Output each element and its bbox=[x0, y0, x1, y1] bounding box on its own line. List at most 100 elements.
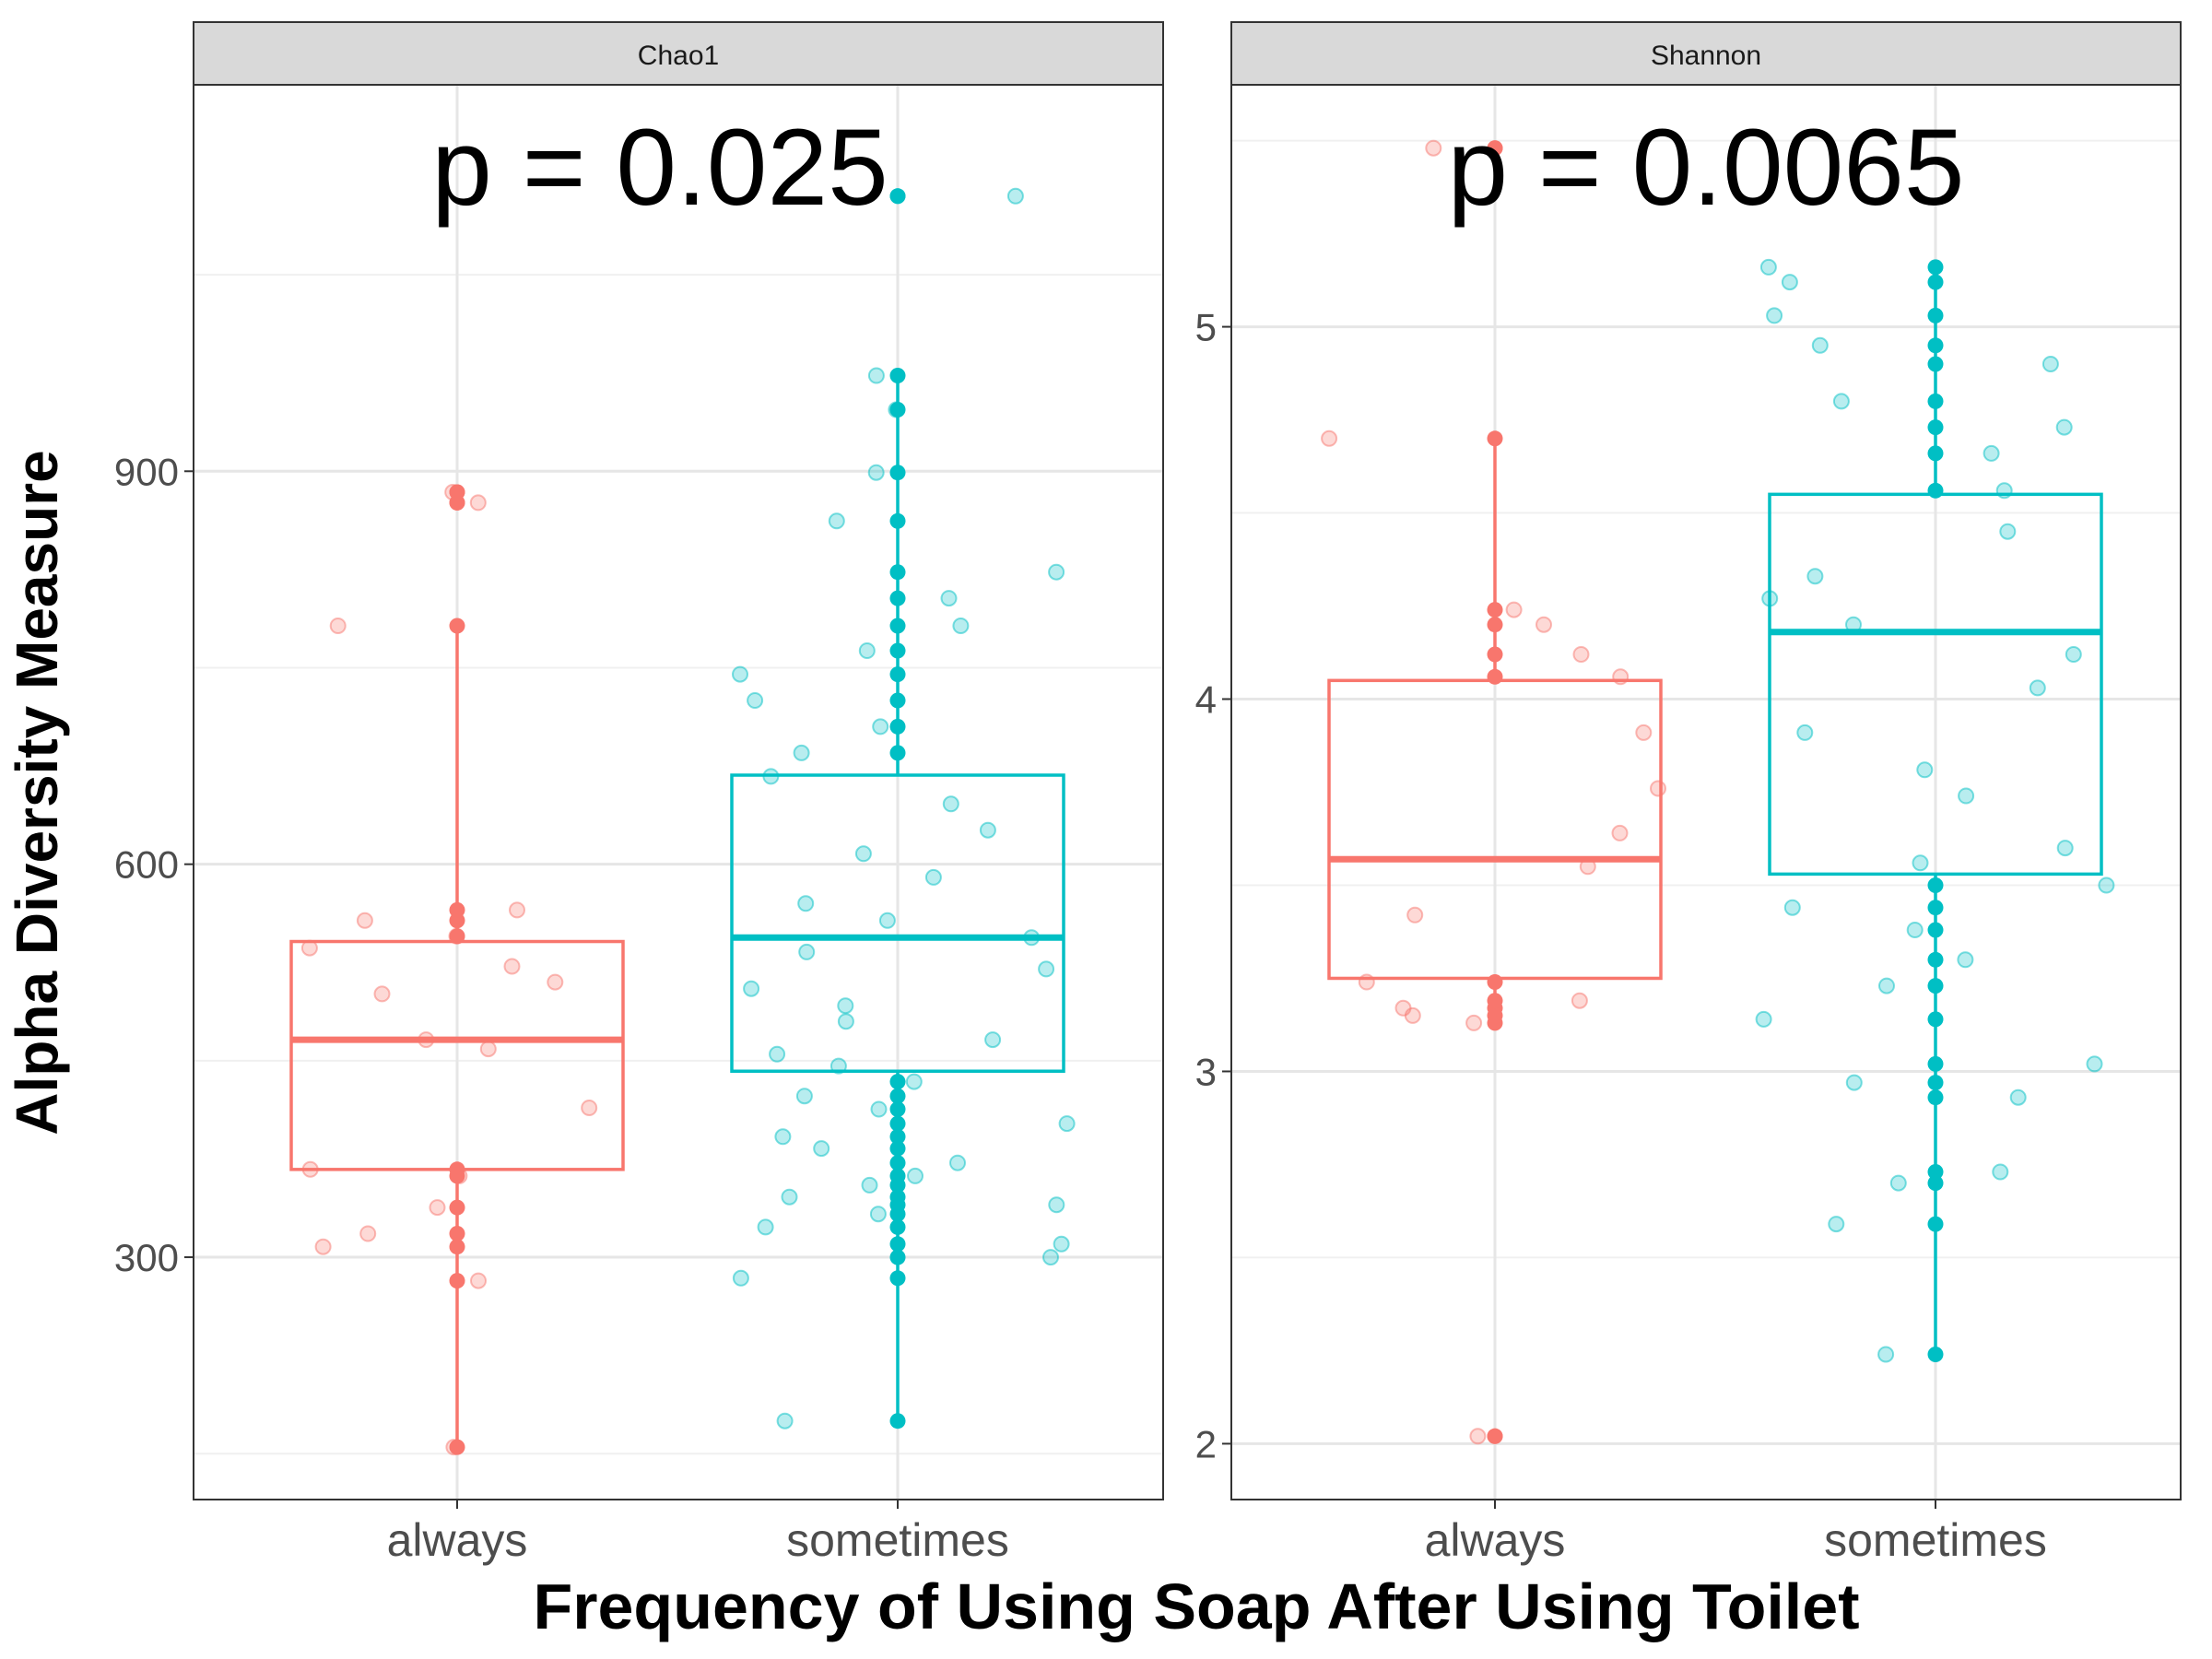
jitter-point bbox=[1406, 906, 1424, 924]
jitter-point bbox=[1425, 139, 1442, 157]
box-point bbox=[1927, 1075, 1944, 1091]
outlier-point bbox=[449, 484, 465, 500]
jitter-point bbox=[503, 958, 521, 975]
jitter-point bbox=[373, 985, 391, 1003]
jitter-point bbox=[798, 943, 816, 960]
jitter-point bbox=[356, 912, 373, 929]
x-tick-label-sometimes: sometimes bbox=[786, 1514, 1009, 1566]
jitter-point bbox=[359, 1225, 377, 1242]
box-point bbox=[889, 590, 906, 606]
box-point bbox=[1927, 1216, 1944, 1232]
facet-strip bbox=[1230, 21, 2182, 86]
jitter-point bbox=[1796, 724, 1814, 741]
jitter-point bbox=[942, 795, 959, 813]
x-tick-label-always: always bbox=[387, 1514, 528, 1566]
y-tick-label: 900 bbox=[114, 450, 179, 493]
box-point bbox=[1927, 900, 1944, 916]
facet-chao1: Chao1 300 600 900 always sometimes p = 0.025 bbox=[114, 21, 1164, 1566]
jitter-point bbox=[878, 912, 896, 929]
jitter-point bbox=[732, 1269, 749, 1287]
box-point bbox=[889, 1128, 906, 1145]
jitter-point bbox=[867, 367, 885, 384]
box-point bbox=[1927, 445, 1944, 462]
jitter-point bbox=[867, 464, 885, 481]
jitter-point bbox=[1572, 646, 1590, 663]
box-point bbox=[1927, 259, 1944, 276]
box-point bbox=[449, 901, 465, 918]
box-sometimes bbox=[730, 773, 1065, 1073]
jitter-point bbox=[469, 494, 487, 512]
outlier-point bbox=[1487, 140, 1503, 157]
box-point bbox=[889, 1115, 906, 1132]
box-point bbox=[889, 1168, 906, 1184]
box-point bbox=[1487, 974, 1503, 990]
jitter-point bbox=[2055, 418, 2073, 436]
box-point bbox=[889, 1189, 906, 1206]
jitter-point bbox=[1832, 393, 1850, 410]
jitter-point bbox=[2041, 356, 2059, 372]
box-point bbox=[889, 1088, 906, 1104]
box-point bbox=[449, 1439, 465, 1455]
jitter-point bbox=[1845, 1074, 1863, 1091]
p-value-annotation: p = 0.0065 bbox=[1447, 107, 1964, 229]
jitter-point bbox=[924, 868, 942, 886]
jitter-point bbox=[1878, 977, 1895, 994]
jitter-point bbox=[1611, 824, 1629, 841]
jitter-point bbox=[769, 1045, 786, 1063]
jitter-point bbox=[1038, 960, 1055, 978]
jitter-point bbox=[2098, 877, 2115, 894]
jitter-point bbox=[858, 642, 876, 659]
box-point bbox=[1927, 419, 1944, 436]
jitter-point bbox=[1983, 444, 2000, 462]
box-point bbox=[1927, 393, 1944, 409]
jitter-point bbox=[870, 1100, 888, 1118]
box-point bbox=[889, 1218, 906, 1235]
jitter-point bbox=[861, 1176, 878, 1194]
panel-border bbox=[193, 84, 1164, 1500]
jitter-point bbox=[1048, 1196, 1065, 1214]
jitter-point bbox=[872, 718, 889, 735]
box-point bbox=[889, 666, 906, 683]
jitter-point bbox=[1469, 1428, 1487, 1445]
box-point bbox=[1487, 668, 1503, 685]
jitter-point bbox=[1505, 601, 1523, 618]
jitter-point bbox=[2056, 840, 2074, 857]
box-point bbox=[1927, 877, 1944, 893]
box-point bbox=[889, 642, 906, 659]
box-point bbox=[1927, 978, 1944, 994]
box-point bbox=[889, 692, 906, 709]
box-point bbox=[449, 928, 465, 945]
jitter-point bbox=[1999, 523, 2017, 540]
jitter-point bbox=[1394, 999, 1412, 1017]
box-point bbox=[889, 1140, 906, 1157]
box-point bbox=[1487, 993, 1503, 1009]
y-tick-label: 4 bbox=[1195, 678, 1217, 722]
box-point bbox=[1927, 922, 1944, 938]
jitter-point bbox=[2029, 679, 2046, 697]
jitter-point bbox=[1906, 922, 1924, 938]
box-point bbox=[889, 1413, 906, 1430]
box-point bbox=[1487, 430, 1503, 447]
jitter-point bbox=[757, 1218, 774, 1236]
jitter-point bbox=[1806, 568, 1824, 585]
box-point bbox=[889, 618, 906, 634]
jitter-point bbox=[869, 1206, 887, 1223]
facet-strip-label: Shannon bbox=[1651, 41, 1761, 71]
jitter-point bbox=[581, 1100, 598, 1116]
jitter-point bbox=[1889, 1174, 1907, 1192]
box-point bbox=[1927, 1055, 1944, 1072]
jitter-point bbox=[837, 997, 854, 1015]
box-point bbox=[889, 402, 906, 418]
jitter-point bbox=[940, 590, 958, 607]
jitter-point bbox=[797, 895, 815, 912]
facet-strip bbox=[193, 21, 1164, 86]
jitter-point bbox=[429, 1199, 446, 1217]
jitter-point bbox=[1755, 1010, 1772, 1028]
box-point bbox=[449, 1226, 465, 1241]
box-point bbox=[889, 1101, 906, 1117]
jitter-point bbox=[2009, 1088, 2027, 1106]
jitter-point bbox=[1781, 274, 1798, 291]
outlier-point bbox=[1487, 1428, 1503, 1444]
jitter-point bbox=[1465, 1014, 1483, 1031]
